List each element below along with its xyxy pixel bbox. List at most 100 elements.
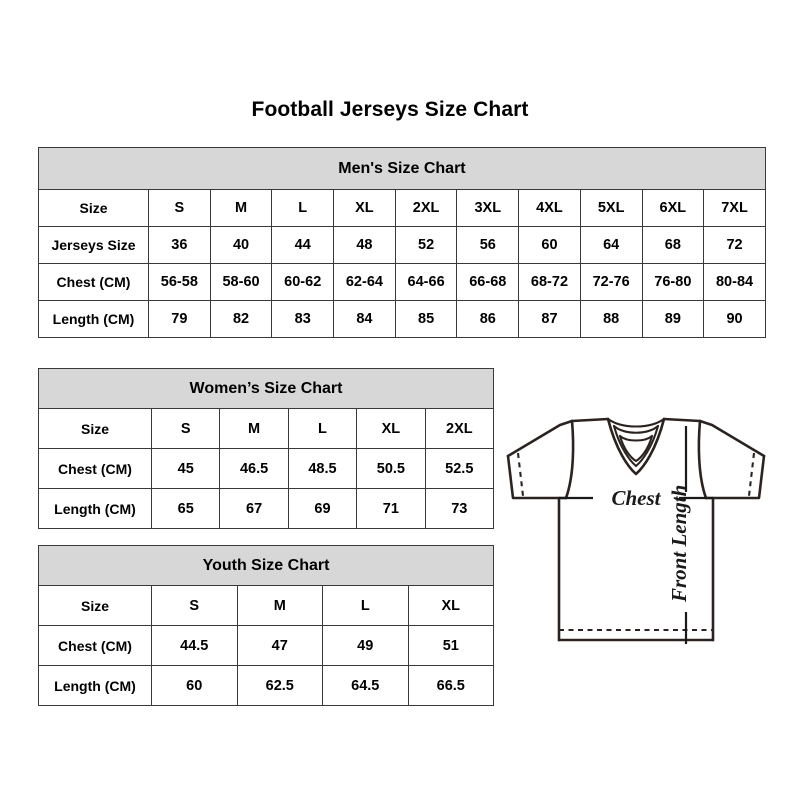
- cell-chest-5xl: 72-76: [579, 263, 643, 301]
- cell-length-l: 64.5: [322, 665, 409, 706]
- cell-chest-xl: 50.5: [356, 448, 426, 489]
- cell-chest-2xl: 52.5: [424, 448, 495, 489]
- cell-chest-6xl: 76-80: [641, 263, 705, 301]
- row-header-chest: Chest (CM): [38, 625, 152, 666]
- youth-table-title: Youth Size Chart: [37, 545, 495, 586]
- table-title-row: Youth Size Chart: [37, 545, 495, 586]
- youth-size-table: Youth Size Chart Size S M L XL Chest (CM…: [37, 545, 495, 706]
- cell-length-7xl: 90: [703, 300, 766, 338]
- cell-jerseys-size-m: 40: [209, 226, 273, 264]
- table-row: Size S M L XL 2XL 3XL 4XL 5XL 6XL 7XL: [38, 189, 766, 227]
- cell-length-m: 67: [219, 488, 289, 529]
- cell-length-l: 83: [271, 300, 335, 338]
- right-cuff-stitch-dash: [747, 452, 756, 497]
- cell-jerseys-size-l: 44: [271, 226, 335, 264]
- cell-chest-3xl: 66-68: [456, 263, 520, 301]
- cell-size-s: S: [150, 408, 221, 449]
- collar-top-arc: [606, 417, 666, 428]
- right-sleeve-inner-edge: [697, 419, 708, 500]
- cell-chest-l: 49: [322, 625, 409, 666]
- table-row: Length (CM) 60 62.5 64.5 66.5: [38, 665, 495, 706]
- cell-chest-s: 45: [150, 448, 221, 489]
- left-shoulder-seam: [506, 419, 574, 458]
- cell-size-2xl: 2XL: [394, 189, 458, 227]
- page-title: Football Jerseys Size Chart: [251, 98, 529, 121]
- row-header-length: Length (CM): [38, 300, 149, 338]
- cell-size-xl: XL: [356, 408, 426, 449]
- cell-chest-xl: 51: [407, 625, 495, 666]
- table-title-row: Women’s Size Chart: [37, 368, 495, 409]
- cell-chest-l: 60-62: [271, 263, 335, 301]
- cell-length-s: 79: [148, 300, 211, 338]
- row-header-jerseys-size: Jerseys Size: [38, 226, 149, 264]
- cell-size-7xl: 7XL: [703, 189, 766, 227]
- cell-length-xl: 84: [333, 300, 396, 338]
- right-sleeve-cuff: [704, 454, 766, 500]
- cell-length-xl: 66.5: [407, 665, 495, 706]
- front-length-label: Front Length: [667, 485, 691, 603]
- cell-length-m: 82: [209, 300, 273, 338]
- cell-jerseys-size-5xl: 64: [579, 226, 643, 264]
- table-row: Size S M L XL 2XL: [38, 408, 495, 449]
- cell-chest-7xl: 80-84: [703, 263, 766, 301]
- mens-table-title: Men's Size Chart: [38, 147, 766, 190]
- mens-size-table: Men's Size Chart Size S M L XL 2XL 3XL 4…: [38, 147, 766, 338]
- cell-size-xl: XL: [407, 585, 495, 626]
- cell-jerseys-size-4xl: 60: [518, 226, 581, 264]
- cell-size-s: S: [151, 585, 238, 626]
- cell-chest-m: 58-60: [209, 263, 273, 301]
- cell-length-2xl: 73: [424, 488, 495, 529]
- right-shoulder-top: [662, 417, 702, 423]
- table-row: Jerseys Size 36 40 44 48 52 56 60 64 68 …: [38, 226, 766, 264]
- cell-size-l: L: [271, 189, 335, 227]
- cell-size-m: M: [209, 189, 273, 227]
- cell-length-5xl: 88: [579, 300, 643, 338]
- cell-size-l: L: [322, 585, 409, 626]
- cell-length-2xl: 85: [394, 300, 458, 338]
- cell-chest-s: 44.5: [151, 625, 238, 666]
- cell-length-3xl: 86: [456, 300, 520, 338]
- cell-length-xl: 71: [356, 488, 426, 529]
- cell-chest-m: 46.5: [219, 448, 289, 489]
- left-shoulder-top: [570, 417, 610, 423]
- cell-jerseys-size-s: 36: [148, 226, 211, 264]
- cell-length-4xl: 87: [518, 300, 581, 338]
- left-sleeve-inner-edge: [564, 419, 575, 500]
- cell-chest-s: 56-58: [148, 263, 211, 301]
- cell-size-3xl: 3XL: [456, 189, 520, 227]
- cell-jerseys-size-3xl: 56: [456, 226, 520, 264]
- cell-size-s: S: [148, 189, 211, 227]
- cell-jerseys-size-7xl: 72: [703, 226, 766, 264]
- womens-size-table: Women’s Size Chart Size S M L XL 2XL Che…: [37, 368, 495, 529]
- row-header-size: Size: [38, 408, 152, 449]
- cell-size-2xl: 2XL: [424, 408, 495, 449]
- cell-size-m: M: [219, 408, 289, 449]
- v-neck-inner-2: [618, 434, 654, 463]
- table-row: Length (CM) 79 82 83 84 85 86 87 88 89 9…: [38, 300, 766, 338]
- cell-jerseys-size-xl: 48: [333, 226, 396, 264]
- cell-size-5xl: 5XL: [579, 189, 643, 227]
- row-header-chest: Chest (CM): [38, 263, 149, 301]
- cell-length-l: 69: [287, 488, 358, 529]
- cell-size-xl: XL: [333, 189, 396, 227]
- cell-chest-xl: 62-64: [333, 263, 396, 301]
- table-row: Chest (CM) 56-58 58-60 60-62 62-64 64-66…: [38, 263, 766, 301]
- cell-length-s: 65: [150, 488, 221, 529]
- cell-length-s: 60: [151, 665, 238, 706]
- cell-chest-l: 48.5: [287, 448, 358, 489]
- cell-length-6xl: 89: [641, 300, 705, 338]
- row-header-length: Length (CM): [38, 665, 152, 706]
- row-header-chest: Chest (CM): [38, 448, 152, 489]
- collar-inner-arc-2: [618, 434, 654, 442]
- collar-inner-arc-1: [612, 424, 660, 434]
- cell-chest-2xl: 64-66: [394, 263, 458, 301]
- womens-table-title: Women’s Size Chart: [37, 368, 495, 409]
- cell-chest-m: 47: [236, 625, 323, 666]
- table-row: Chest (CM) 44.5 47 49 51: [38, 625, 495, 666]
- table-row: Length (CM) 65 67 69 71 73: [38, 488, 495, 529]
- cell-length-m: 62.5: [236, 665, 323, 706]
- row-header-size: Size: [38, 585, 152, 626]
- cell-jerseys-size-2xl: 52: [394, 226, 458, 264]
- left-cuff-stitch-dash: [516, 452, 525, 497]
- chest-label: Chest: [611, 486, 661, 510]
